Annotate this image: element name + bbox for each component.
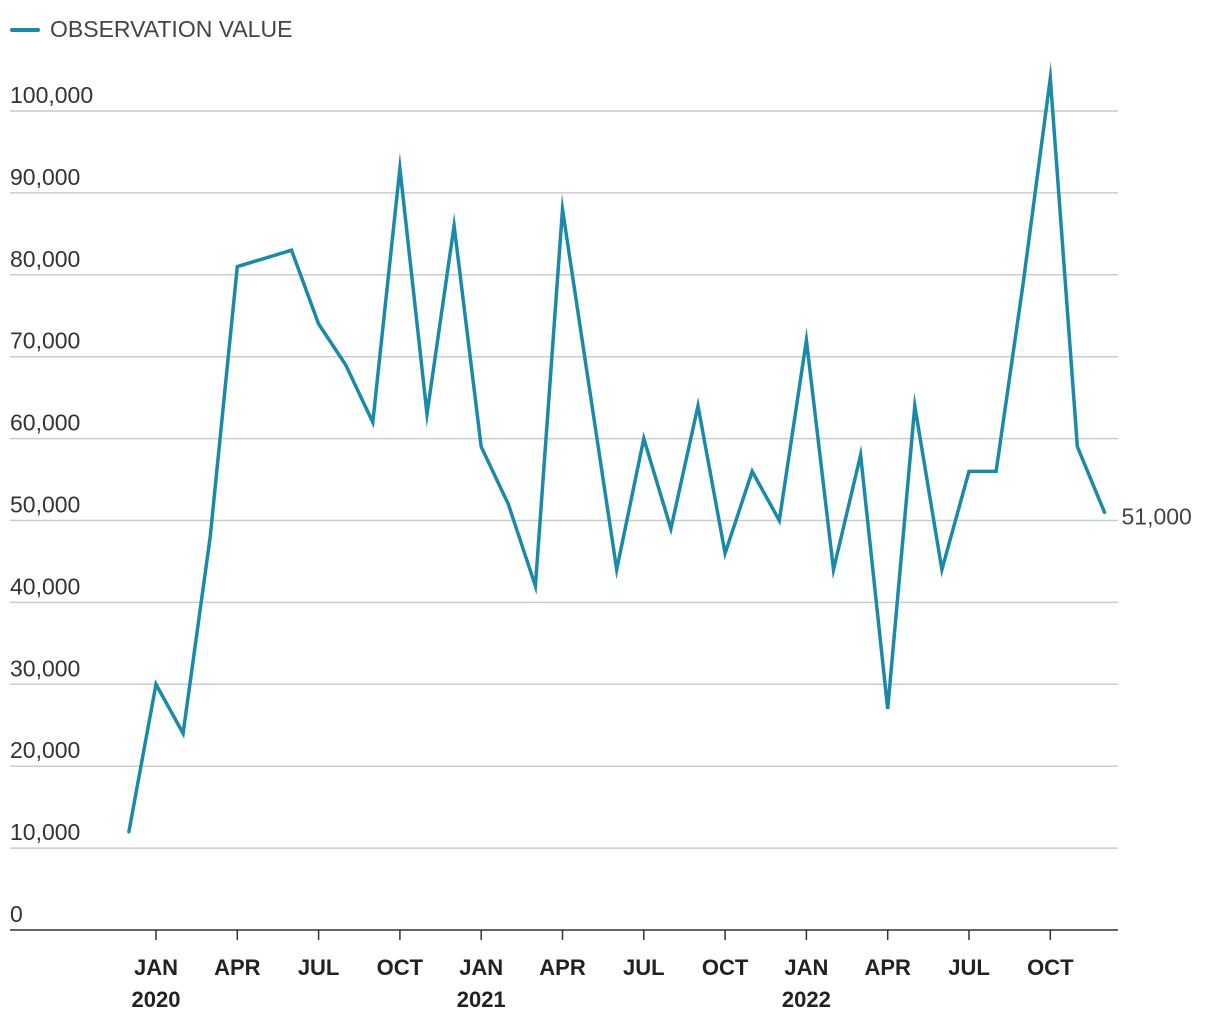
x-tick-label: APR (539, 955, 586, 980)
x-tick-label: JAN (134, 955, 178, 980)
legend: OBSERVATION VALUE (10, 16, 292, 43)
y-tick-label: 40,000 (10, 573, 80, 599)
x-tick-label: JUL (948, 955, 990, 980)
y-tick-label: 10,000 (10, 819, 80, 845)
legend-swatch (10, 27, 40, 32)
x-tick-label: JUL (623, 955, 665, 980)
x-tick-year-label: 2020 (132, 987, 181, 1012)
y-tick-label: 50,000 (10, 492, 80, 518)
y-tick-label: 0 (10, 901, 23, 927)
y-tick-label: 80,000 (10, 246, 80, 272)
y-tick-label: 70,000 (10, 328, 80, 354)
x-tick-year-label: 2021 (457, 987, 506, 1012)
y-tick-label: 60,000 (10, 410, 80, 436)
y-tick-label: 100,000 (10, 82, 93, 108)
end-value-label: 51,000 (1122, 503, 1192, 529)
x-tick-label: JUL (298, 955, 340, 980)
y-tick-label: 20,000 (10, 737, 80, 763)
x-tick-label: OCT (1027, 955, 1074, 980)
x-tick-label: JAN (459, 955, 503, 980)
y-tick-label: 90,000 (10, 164, 80, 190)
legend-label: OBSERVATION VALUE (50, 16, 293, 42)
y-tick-label: 30,000 (10, 655, 80, 681)
series-line (127, 61, 1107, 834)
x-tick-label: OCT (702, 955, 749, 980)
x-tick-label: APR (864, 955, 911, 980)
x-tick-year-label: 2022 (782, 987, 831, 1012)
x-tick-label: JAN (784, 955, 828, 980)
x-tick-label: APR (214, 955, 261, 980)
x-tick-label: OCT (377, 955, 424, 980)
